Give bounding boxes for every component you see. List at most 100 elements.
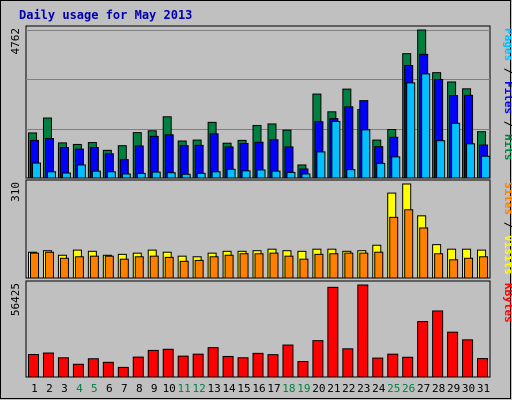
y-max-label: 310 bbox=[9, 182, 22, 202]
x-tick-label-day: 9 bbox=[151, 382, 158, 395]
legend-entry: / bbox=[502, 61, 512, 81]
bar-sites-day-15 bbox=[239, 253, 249, 279]
bar-sites-day-6 bbox=[104, 255, 114, 279]
x-axis-day-labels: 1 2 3 4 5 6 7 8 9 10 11 12 13 14 15 16 17 18 19 20 21 22 23 24 2… bbox=[31, 382, 490, 395]
bar-pages-day-12 bbox=[196, 172, 206, 179]
bar-kbytes-day-19 bbox=[297, 361, 309, 378]
x-tick-label-day: 6 bbox=[106, 382, 113, 395]
panel-kbytes: 56425 KBytes bbox=[9, 280, 512, 378]
bar-sites-day-13 bbox=[209, 256, 219, 279]
x-tick-label-day: 13 bbox=[207, 382, 220, 395]
bar-files-day-10 bbox=[164, 134, 174, 179]
bar-sites-day-1 bbox=[30, 252, 39, 279]
x-tick-label-day: 21 bbox=[327, 382, 340, 395]
bar-sites-day-23 bbox=[359, 252, 369, 279]
bar-kbytes-day-2 bbox=[42, 352, 54, 378]
bar-sites-day-22 bbox=[344, 252, 354, 279]
legend-entry: KBytes bbox=[502, 283, 512, 323]
bar-kbytes-day-8 bbox=[132, 356, 144, 378]
bar-kbytes-day-18 bbox=[282, 344, 294, 378]
bar-sites-day-3 bbox=[59, 257, 69, 279]
bar-pages-day-6 bbox=[106, 171, 116, 179]
x-tick-label-day: 8 bbox=[136, 382, 143, 395]
bar-kbytes-day-7 bbox=[117, 366, 129, 378]
legend-entry: Visits bbox=[502, 235, 512, 275]
bar-pages-day-13 bbox=[211, 171, 221, 179]
bar-pages-day-29 bbox=[451, 122, 461, 179]
bar-pages-day-5 bbox=[91, 170, 101, 179]
bar-sites-day-11 bbox=[179, 260, 189, 279]
bar-kbytes-day-23 bbox=[357, 284, 369, 378]
bar-kbytes-day-27 bbox=[417, 321, 429, 378]
x-tick-label-day: 14 bbox=[222, 382, 236, 395]
bar-sites-day-7 bbox=[119, 258, 129, 279]
bar-sites-day-21 bbox=[329, 253, 339, 279]
x-tick-label-day: 30 bbox=[462, 382, 475, 395]
legend-entry: Files bbox=[502, 81, 512, 114]
bar-sites-day-2 bbox=[44, 251, 54, 279]
bar-sites-day-9 bbox=[149, 255, 159, 279]
legend-entry: / bbox=[502, 215, 512, 235]
bar-sites-day-12 bbox=[194, 259, 204, 279]
bar-kbytes-day-5 bbox=[87, 358, 99, 378]
chart-title: Daily usage for May 2013 bbox=[19, 8, 192, 22]
x-tick-label-day: 23 bbox=[357, 382, 370, 395]
bar-sites-day-19 bbox=[299, 258, 309, 279]
x-tick-label-day: 26 bbox=[402, 382, 415, 395]
bar-kbytes-day-16 bbox=[252, 352, 264, 378]
bar-pages-day-4 bbox=[76, 164, 86, 179]
bar-sites-day-8 bbox=[134, 256, 144, 279]
bar-kbytes-day-21 bbox=[327, 286, 339, 378]
x-tick-label-day: 22 bbox=[342, 382, 355, 395]
bar-kbytes-day-9 bbox=[147, 349, 159, 378]
bar-sites-day-31 bbox=[479, 256, 489, 279]
x-tick-label-day: 7 bbox=[121, 382, 128, 395]
bar-kbytes-day-17 bbox=[267, 354, 279, 378]
bar-sites-day-16 bbox=[254, 253, 264, 279]
bar-kbytes-day-26 bbox=[402, 356, 414, 378]
bar-kbytes-day-15 bbox=[237, 357, 249, 378]
x-tick-label-day: 1 bbox=[31, 382, 38, 395]
bar-pages-day-26 bbox=[406, 82, 416, 179]
bar-pages-day-15 bbox=[241, 170, 251, 179]
bar-sites-day-27 bbox=[419, 227, 429, 279]
x-tick-label-day: 16 bbox=[252, 382, 265, 395]
chart-panels: 4762 Pages / Files / Hits 310 Sites / Visit… bbox=[9, 25, 512, 378]
bar-pages-day-25 bbox=[391, 156, 401, 179]
x-tick-label-day: 4 bbox=[76, 382, 83, 395]
bar-pages-day-20 bbox=[316, 151, 326, 179]
bar-pages-day-18 bbox=[286, 171, 296, 179]
legend: Sites / Visits bbox=[502, 182, 512, 275]
bar-pages-day-19 bbox=[301, 173, 311, 179]
x-tick-label-day: 12 bbox=[193, 382, 206, 395]
bar-kbytes-day-25 bbox=[387, 353, 399, 378]
bar-pages-day-31 bbox=[481, 155, 491, 179]
x-tick-label-day: 27 bbox=[417, 382, 430, 395]
x-tick-label-day: 24 bbox=[372, 382, 386, 395]
bar-sites-day-24 bbox=[374, 251, 384, 279]
bar-sites-day-10 bbox=[164, 256, 174, 279]
bar-pages-day-1 bbox=[32, 162, 41, 179]
bar-kbytes-day-13 bbox=[207, 347, 219, 378]
bar-kbytes-day-10 bbox=[162, 348, 174, 378]
legend: KBytes bbox=[502, 283, 512, 323]
y-max-label: 4762 bbox=[9, 28, 22, 55]
legend-entry: Sites bbox=[502, 182, 512, 215]
x-tick-label-day: 10 bbox=[163, 382, 176, 395]
bar-kbytes-day-20 bbox=[312, 340, 324, 378]
x-tick-label-day: 29 bbox=[447, 382, 460, 395]
bar-pages-day-23 bbox=[361, 129, 371, 179]
bar-kbytes-day-1 bbox=[28, 353, 39, 378]
bar-kbytes-day-14 bbox=[222, 355, 234, 378]
bar-pages-day-22 bbox=[346, 169, 356, 179]
legend: Pages / Files / Hits bbox=[502, 28, 512, 161]
bar-sites-day-17 bbox=[269, 252, 279, 279]
bar-pages-day-11 bbox=[181, 173, 191, 179]
bar-sites-day-25 bbox=[389, 216, 399, 279]
bar-sites-day-5 bbox=[89, 255, 99, 279]
bar-kbytes-day-12 bbox=[192, 353, 204, 378]
bar-sites-day-14 bbox=[224, 254, 234, 279]
bar-pages-day-7 bbox=[121, 173, 131, 179]
bar-pages-day-30 bbox=[466, 143, 476, 179]
